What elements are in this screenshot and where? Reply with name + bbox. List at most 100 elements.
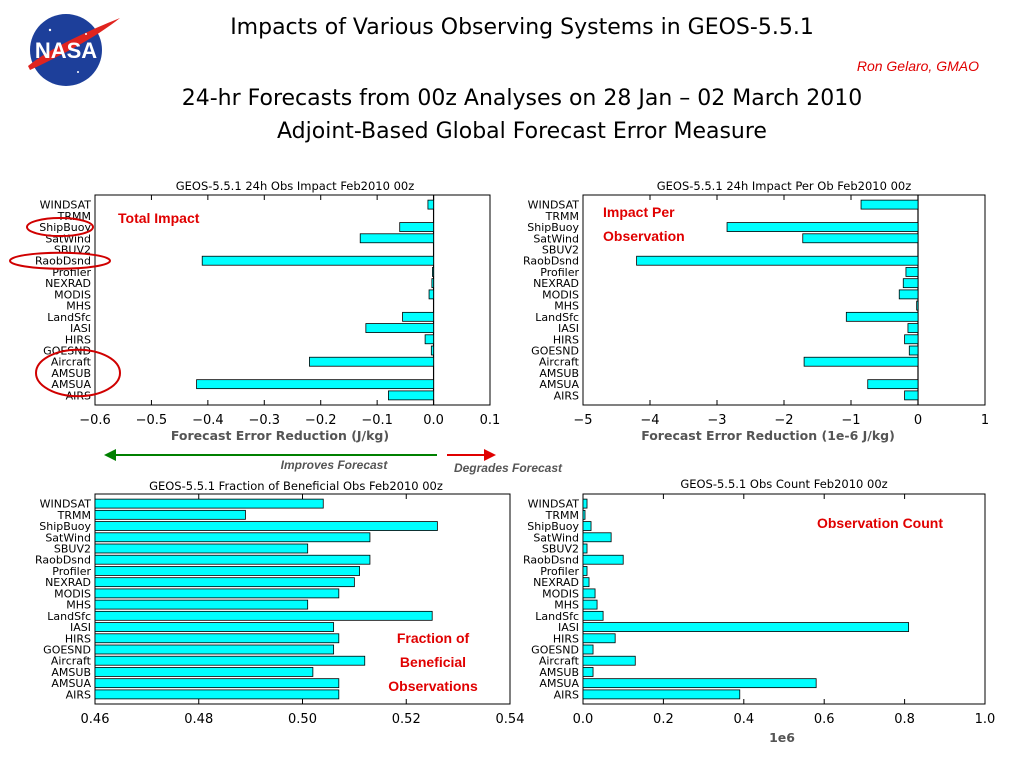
category-label-amsub: AMSUB [539,666,579,679]
x-tick-label: 0.6 [814,712,835,727]
bar-sbuv2 [582,543,588,554]
chart-2: GEOS-5.5.1 24h Impact Per Ob Feb2010 00z… [523,179,989,443]
bar-shipbuoy [582,521,592,531]
bar-aircraft [803,356,919,367]
bar-mhs [916,300,919,311]
x-tick-label: 0.8 [894,712,915,727]
bar-raobdsnd [582,554,624,565]
bar-profiler [432,267,434,277]
category-label-mhs: MHS [554,300,579,313]
bar-trmm [582,509,586,520]
category-label-amsub: AMSUB [51,666,91,679]
bar-nexrad [94,577,355,588]
x-tick-label: 0 [914,413,922,428]
category-label-nexrad: NEXRAD [533,576,579,589]
chart-title: GEOS-5.5.1 Fraction of Beneficial Obs Fe… [149,479,443,493]
category-label-raobdsnd: RaobDsnd [523,554,579,567]
improves-arrow [104,449,437,461]
category-label-shipbuoy: ShipBuoy [527,520,579,533]
category-label-modis: MODIS [54,587,91,600]
degrades-forecast-label: Degrades Forecast [454,461,563,475]
category-label-nexrad: NEXRAD [45,277,91,290]
nasa-logo: NASA [28,14,120,86]
bar-sbuv2 [94,543,309,554]
x-tick-label: 1.0 [975,712,996,727]
bar-hirs [904,334,919,345]
category-label-amsua: AMSUA [539,677,579,690]
highlight-circle [9,251,111,270]
bar-windsat [582,498,588,509]
bar-airs [582,689,741,700]
chart-title: GEOS-5.5.1 24h Obs Impact Feb2010 00z [176,179,415,193]
category-label-landsfc: LandSfc [535,311,579,324]
category-label-iasi: IASI [70,621,91,634]
category-label-goesnd: GOESND [43,644,91,657]
category-label-windsat: WINDSAT [528,199,580,212]
bar-hirs [424,334,434,345]
bar-amsua [94,678,340,689]
category-label-airs: AIRS [554,389,579,402]
bar-satwind [582,532,612,543]
bar-satwind [359,233,434,244]
x-tick-label: −5 [573,413,592,428]
category-label-mhs: MHS [554,599,579,612]
bar-aircraft [94,655,366,666]
highlight-circle [35,348,121,398]
bar-goesnd [430,345,434,356]
bar-raobdsnd [94,554,371,565]
chart-4: GEOS-5.5.1 Obs Count Feb2010 00z WINDSATT… [523,477,995,745]
category-label-raobdsnd: RaobDsnd [523,255,579,268]
category-label-trmm: TRMM [545,509,579,522]
category-label-hirs: HIRS [65,333,91,346]
category-label-aircraft: Aircraft [51,655,92,668]
category-label-satwind: SatWind [533,531,579,544]
bar-amsub [94,667,314,677]
x-tick-label: −0.4 [192,413,224,428]
category-label-iasi: IASI [558,621,579,634]
plot-frame [582,493,986,705]
x-tick-label: 0.48 [184,712,213,727]
bar-satwind [94,532,371,543]
bar-landsfc [582,610,604,621]
category-label-amsub: AMSUB [539,367,579,380]
bar-airs [388,390,434,401]
category-label-amsua: AMSUA [51,677,91,690]
page-title: Impacts of Various Observing Systems in … [230,15,814,40]
page-subtitle-measure: Adjoint-Based Global Forecast Error Meas… [277,119,767,144]
category-label-landsfc: LandSfc [535,610,579,623]
x-tick-label: 0.0 [573,712,594,727]
category-label-raobdsnd: RaobDsnd [35,255,91,268]
bar-windsat [94,498,324,509]
category-label-shipbuoy: ShipBuoy [527,221,579,234]
degrades-arrow [447,449,496,461]
x-tick-label: −0.3 [248,413,280,428]
x-tick-label: −2 [774,413,793,428]
bar-iasi [907,323,919,333]
category-label-sbuv2: SBUV2 [54,543,91,556]
page-subtitle-forecasts: 24-hr Forecasts from 00z Analyses on 28 … [181,86,863,111]
x-axis-label: 1e6 [769,730,795,745]
category-label-profiler: Profiler [52,565,91,578]
category-label-airs: AIRS [66,688,91,701]
category-label-sbuv2: SBUV2 [542,543,579,556]
bar-mhs [94,599,309,610]
x-tick-label: −3 [707,413,726,428]
x-tick-label: −0.1 [361,413,393,428]
category-label-mhs: MHS [66,599,91,612]
bar-raobdsnd [201,255,434,266]
category-label-windsat: WINDSAT [528,498,580,511]
category-label-amsua: AMSUA [51,378,91,391]
category-label-landsfc: LandSfc [47,311,91,324]
bar-mhs [582,599,598,610]
chart-3: GEOS-5.5.1 Fraction of Beneficial Obs Fe… [35,479,524,727]
bar-windsat [860,199,919,210]
bar-amsua [582,678,817,689]
nasa-logo-swoosh [28,18,120,70]
category-label-windsat: WINDSAT [40,498,92,511]
category-label-modis: MODIS [542,288,579,301]
category-label-airs: AIRS [554,688,579,701]
category-label-aircraft: Aircraft [51,356,92,369]
improves-forecast-label: Improves Forecast [281,458,389,472]
bar-hirs [94,633,340,644]
bar-raobdsnd [636,255,919,266]
